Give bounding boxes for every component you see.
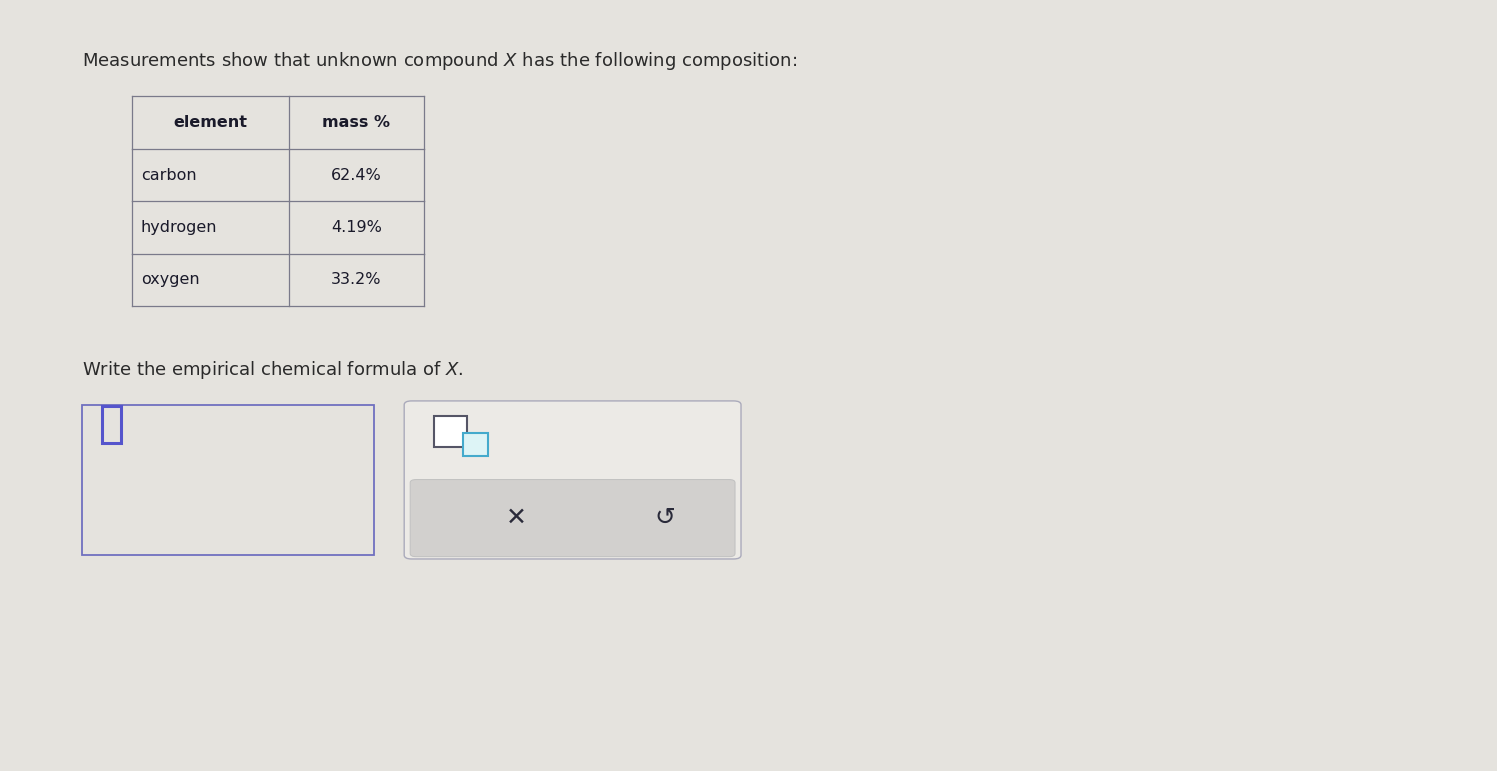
Text: oxygen: oxygen xyxy=(141,272,199,288)
Text: 4.19%: 4.19% xyxy=(331,220,382,235)
Text: Measurements show that unknown compound $X$ has the following composition:: Measurements show that unknown compound … xyxy=(82,50,798,72)
FancyBboxPatch shape xyxy=(404,401,741,559)
Text: ↺: ↺ xyxy=(654,506,675,530)
Text: Write the empirical chemical formula of $X$.: Write the empirical chemical formula of … xyxy=(82,359,464,381)
Text: ✕: ✕ xyxy=(506,506,527,530)
FancyBboxPatch shape xyxy=(410,480,735,557)
Bar xyxy=(82,405,374,555)
Text: element: element xyxy=(174,115,247,130)
Text: 62.4%: 62.4% xyxy=(331,167,382,183)
Bar xyxy=(463,433,488,456)
Bar xyxy=(102,406,121,443)
Text: carbon: carbon xyxy=(141,167,196,183)
Bar xyxy=(434,416,467,447)
Text: mass %: mass % xyxy=(322,115,391,130)
Text: hydrogen: hydrogen xyxy=(141,220,217,235)
Text: 33.2%: 33.2% xyxy=(331,272,382,288)
